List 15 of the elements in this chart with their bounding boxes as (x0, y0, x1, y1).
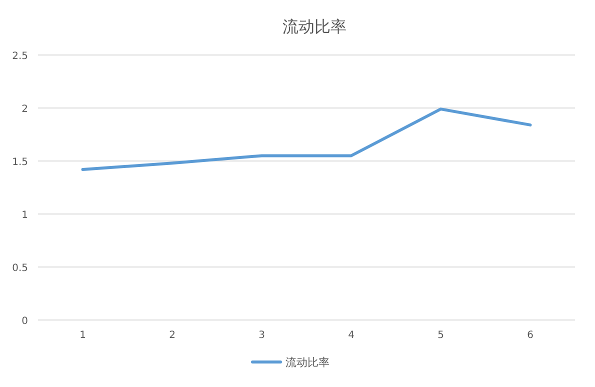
y-tick-label: 1 (22, 210, 28, 221)
y-tick-label: 0.5 (12, 263, 28, 274)
x-tick-label: 2 (169, 330, 176, 341)
x-tick-label: 6 (527, 330, 534, 341)
y-tick-label: 1.5 (12, 157, 28, 168)
x-tick-label: 3 (258, 330, 265, 341)
legend-label: 流动比率 (286, 356, 330, 369)
x-tick-label: 4 (348, 330, 354, 341)
chart-title: 流动比率 (282, 17, 346, 36)
x-tick-label: 1 (80, 330, 86, 341)
y-tick-label: 0 (22, 316, 28, 327)
x-tick-label: 5 (438, 330, 444, 341)
y-tick-label: 2 (22, 104, 28, 115)
line-series (81, 108, 532, 171)
y-tick-label: 2.5 (12, 51, 28, 62)
